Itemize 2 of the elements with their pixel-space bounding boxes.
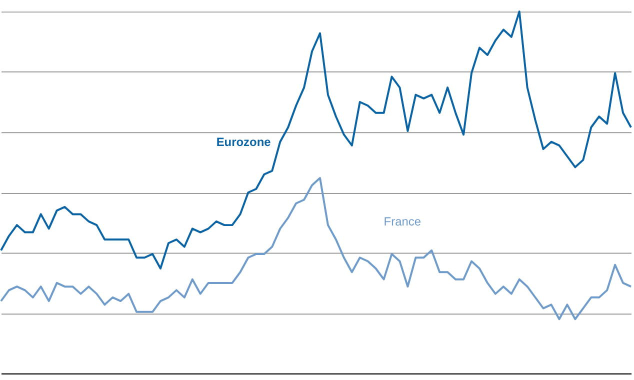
text: France	[384, 214, 422, 228]
series-label: Eurozone	[216, 134, 272, 149]
